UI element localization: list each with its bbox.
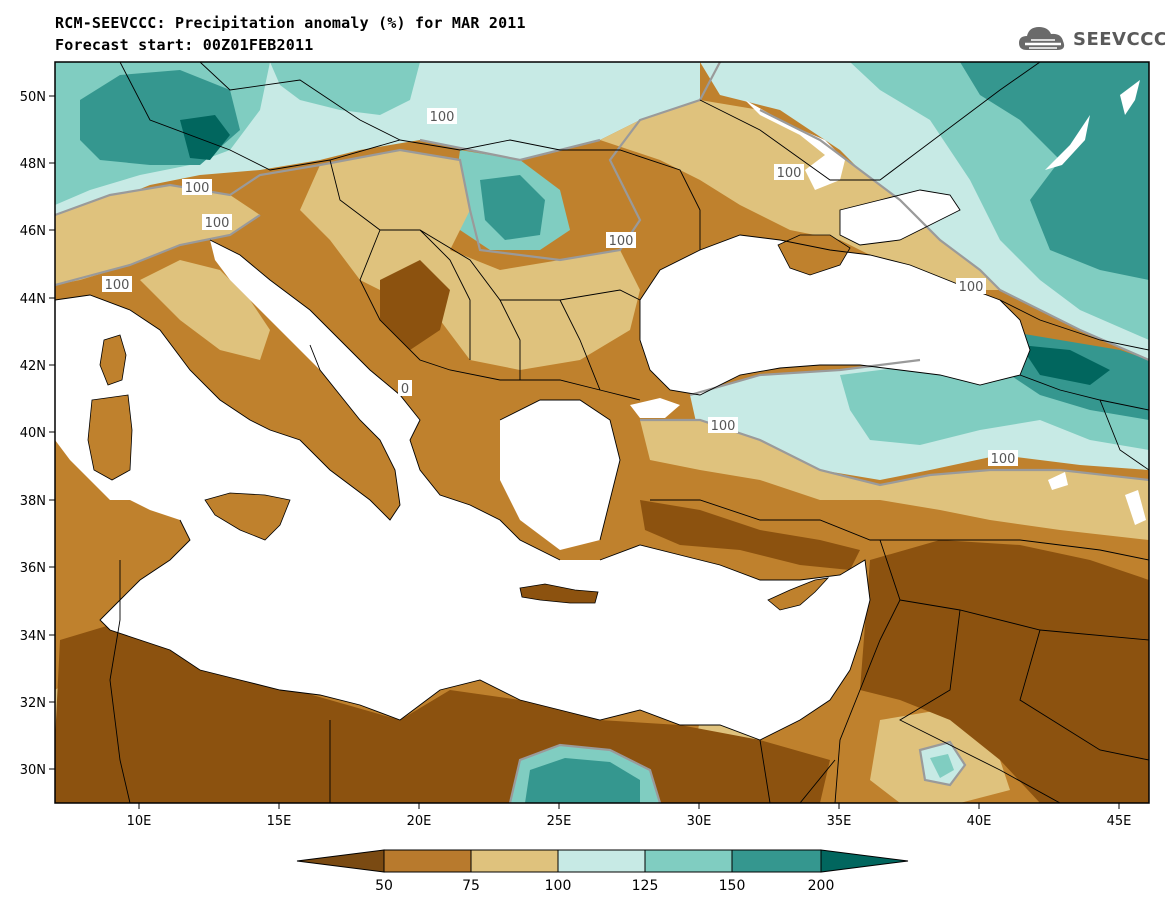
- region-arabia-wet-core: [930, 754, 954, 778]
- contour-label: 100: [708, 417, 738, 434]
- region-caucasus-extreme: [1020, 345, 1110, 385]
- contour-lines: [55, 62, 1149, 803]
- svg-text:100: 100: [430, 110, 455, 125]
- contour-label: 100: [988, 450, 1018, 467]
- island-crete: [519, 583, 599, 604]
- colorbar-label: 200: [808, 878, 835, 894]
- lat-tick-label: 44N: [20, 292, 46, 307]
- sea-mediterranean: [55, 295, 870, 740]
- contour-label: 100: [202, 214, 232, 231]
- lat-tick-label: 38N: [20, 494, 46, 509]
- lat-tick-label: 32N: [20, 696, 46, 711]
- colorbar-labels: 50 75 100 125 150 200: [375, 878, 834, 894]
- island-cyprus: [767, 577, 830, 611]
- colorbar-label: 125: [632, 878, 659, 894]
- lat-tick-label: 40N: [20, 426, 46, 441]
- colorbar-swatch-50-75: [383, 849, 472, 873]
- colorbar-swatch-100-125: [557, 849, 646, 873]
- region-alps-tan: [55, 185, 260, 285]
- colorbar-swatch-75-100: [470, 849, 559, 873]
- lon-tick-label: 15E: [267, 814, 292, 829]
- lat-tick-label: 48N: [20, 157, 46, 172]
- contour-label: 100: [427, 108, 457, 125]
- island-sicily: [204, 492, 291, 541]
- svg-text:100: 100: [609, 234, 634, 249]
- forecast-start-label: Forecast start: 00Z01FEB2011: [55, 36, 314, 54]
- lat-tick-label: 42N: [20, 359, 46, 374]
- island-sardinia: [87, 394, 133, 481]
- svg-text:100: 100: [185, 181, 210, 196]
- svg-text:0: 0: [401, 382, 409, 397]
- region-ukraine-tan: [600, 100, 1000, 290]
- colorbar-swatch-150-200: [731, 849, 822, 873]
- crimea: [777, 234, 851, 276]
- svg-text:100: 100: [711, 419, 736, 434]
- region-bosnia-very-dry: [380, 260, 450, 350]
- contour-label: 100: [182, 179, 212, 196]
- svg-text:100: 100: [777, 166, 802, 181]
- sea-azov: [840, 190, 960, 245]
- colorbar-label: 100: [545, 878, 572, 894]
- region-ukraine-very-wet: [480, 175, 545, 240]
- lat-tick-label: 50N: [20, 90, 46, 105]
- lat-labels: 30N 32N 34N 36N 38N 40N 42N 44N 46N 48N …: [20, 90, 46, 778]
- lon-tick-label: 45E: [1107, 814, 1132, 829]
- region-libya-very-dry: [55, 625, 830, 803]
- lon-ticks: [138, 803, 1120, 809]
- lon-tick-label: 40E: [967, 814, 992, 829]
- svg-text:100: 100: [959, 280, 984, 295]
- region-libya-very-wet-pocket: [525, 758, 640, 803]
- sea-adriatic: [210, 240, 420, 440]
- sea-marmara: [630, 398, 680, 418]
- colorbar-swatch-above-200: [820, 849, 909, 873]
- mask-area-3: [1120, 80, 1140, 115]
- mask-area-5: [1125, 490, 1146, 525]
- lat-tick-label: 30N: [20, 763, 46, 778]
- region-turkey-dry-strip: [640, 500, 860, 570]
- colorbar-label: 50: [375, 878, 393, 894]
- lon-labels: 10E 15E 20E 25E 30E 35E 40E 45E: [127, 814, 1132, 829]
- contour-label: 0: [398, 380, 412, 397]
- map-title: RCM-SEEVCCC: Precipitation anomaly (%) f…: [55, 14, 526, 32]
- seevccc-logo: SEEVCCC: [1017, 22, 1165, 56]
- region-czech-wet: [270, 62, 420, 115]
- contour-label: 100: [774, 164, 804, 181]
- borders: [55, 62, 1149, 803]
- sea-aegean: [500, 400, 620, 550]
- lat-tick-label: 34N: [20, 629, 46, 644]
- map-fill: 100 100 100 100 100 100 100 100 100 0: [55, 62, 1149, 803]
- colorbar-swatch-below-50: [296, 849, 385, 873]
- sea-black: [640, 235, 1030, 395]
- colorbar: [296, 849, 909, 873]
- region-russia-very-wet: [960, 62, 1149, 280]
- contour-label: 100: [956, 278, 986, 295]
- colorbar-label: 150: [719, 878, 746, 894]
- region-italy-tan: [140, 260, 270, 360]
- mask-area-1: [745, 100, 845, 190]
- island-corsica: [99, 334, 127, 386]
- contour-labels: 100 100 100 100 100 100 100 100 100 0: [102, 108, 1018, 467]
- region-anatolia-tan: [640, 420, 1149, 540]
- lon-tick-label: 25E: [547, 814, 572, 829]
- logo-text: SEEVCCC: [1073, 28, 1165, 50]
- svg-text:100: 100: [105, 278, 130, 293]
- mask-area-2: [1045, 115, 1090, 170]
- lat-tick-label: 46N: [20, 224, 46, 239]
- lon-tick-label: 35E: [827, 814, 852, 829]
- mask-area-4: [1048, 472, 1068, 490]
- lon-tick-label: 30E: [687, 814, 712, 829]
- region-extreme-wet-core: [180, 115, 230, 160]
- lat-ticks: [49, 95, 55, 770]
- svg-text:100: 100: [205, 216, 230, 231]
- cloud-icon: [1019, 27, 1065, 50]
- lon-tick-label: 10E: [127, 814, 152, 829]
- contour-label: 100: [606, 232, 636, 249]
- colorbar-label: 75: [462, 878, 480, 894]
- lat-tick-label: 36N: [20, 561, 46, 576]
- svg-text:100: 100: [991, 452, 1016, 467]
- contour-label: 100: [102, 276, 132, 293]
- colorbar-swatch-125-150: [644, 849, 733, 873]
- lon-tick-label: 20E: [407, 814, 432, 829]
